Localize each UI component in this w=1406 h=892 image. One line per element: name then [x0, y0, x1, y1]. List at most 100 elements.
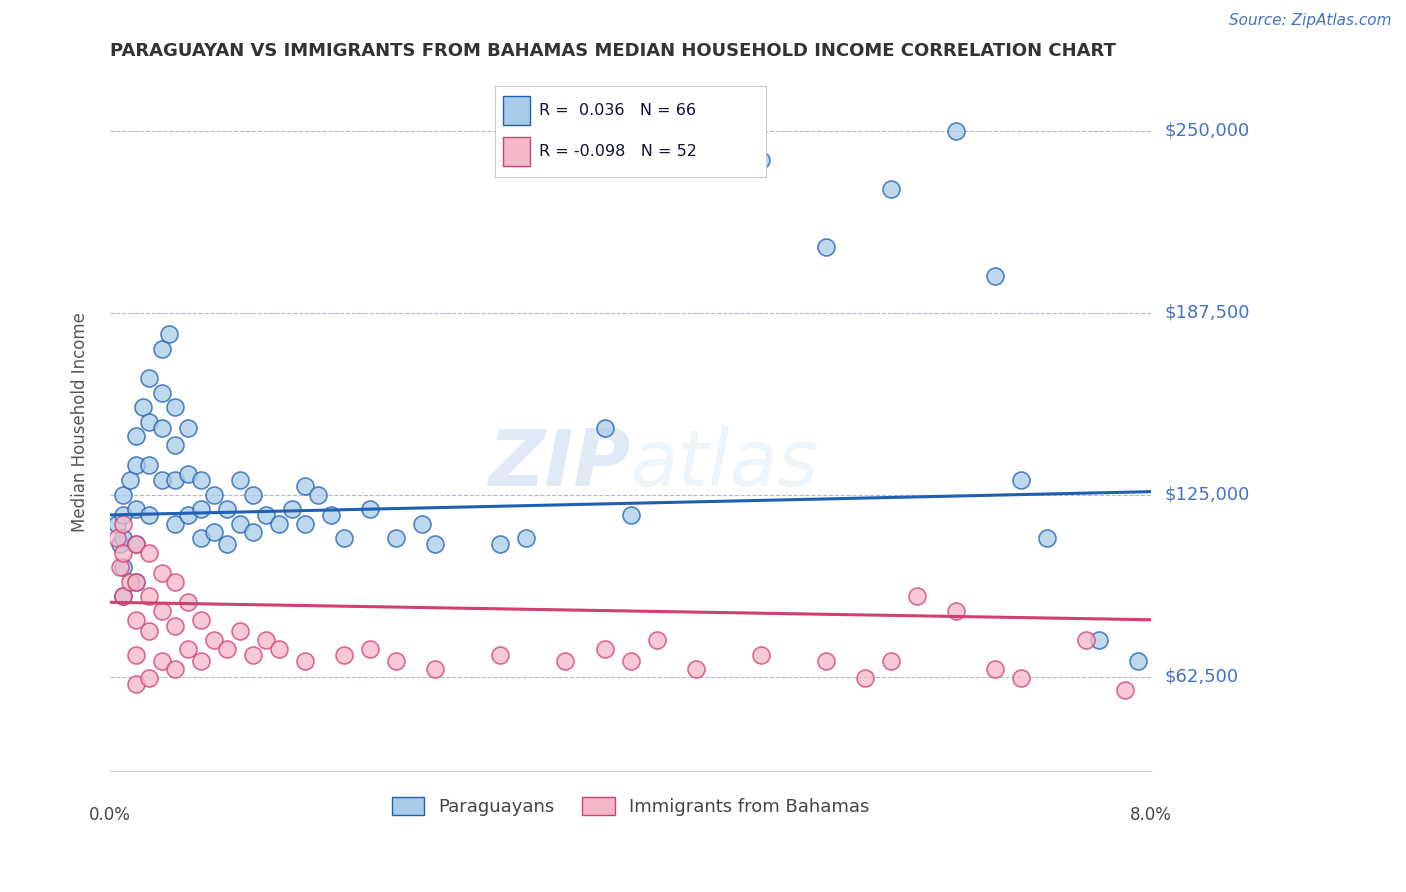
Point	[105, 516, 128, 531]
Point	[138, 546, 160, 560]
Point	[112, 487, 135, 501]
Point	[853, 671, 876, 685]
Point	[321, 508, 343, 522]
Point	[110, 537, 132, 551]
Point	[749, 648, 772, 662]
Point	[1036, 531, 1059, 545]
Point	[150, 604, 173, 618]
Point	[294, 653, 316, 667]
Point	[984, 269, 1007, 284]
Point	[945, 604, 967, 618]
Point	[177, 508, 200, 522]
Y-axis label: Median Household Income: Median Household Income	[72, 312, 89, 532]
Point	[307, 487, 329, 501]
Point	[165, 401, 187, 415]
Point	[177, 467, 200, 482]
Point	[202, 633, 225, 648]
Point	[1088, 633, 1111, 648]
Point	[112, 546, 135, 560]
Point	[165, 516, 187, 531]
Point	[385, 531, 408, 545]
Point	[749, 153, 772, 167]
Point	[229, 624, 252, 639]
Point	[814, 653, 837, 667]
Point	[984, 662, 1007, 676]
Point	[165, 574, 187, 589]
Point	[112, 508, 135, 522]
Point	[177, 420, 200, 434]
Point	[333, 648, 356, 662]
Point	[254, 508, 277, 522]
Text: 8.0%: 8.0%	[1130, 806, 1173, 824]
Point	[125, 537, 148, 551]
Point	[112, 516, 135, 531]
Point	[125, 648, 148, 662]
Point	[150, 653, 173, 667]
Point	[217, 641, 239, 656]
Point	[425, 537, 447, 551]
Point	[125, 574, 148, 589]
Point	[190, 653, 212, 667]
Text: $250,000: $250,000	[1166, 121, 1250, 140]
Point	[138, 415, 160, 429]
Point	[190, 502, 212, 516]
Point	[131, 401, 153, 415]
Legend: Paraguayans, Immigrants from Bahamas: Paraguayans, Immigrants from Bahamas	[387, 792, 875, 822]
Point	[125, 458, 148, 473]
Point	[138, 508, 160, 522]
Point	[150, 385, 173, 400]
Point	[1114, 682, 1136, 697]
Point	[945, 123, 967, 137]
Point	[138, 371, 160, 385]
Point	[359, 641, 381, 656]
Point	[814, 240, 837, 254]
Point	[125, 613, 148, 627]
Point	[118, 574, 141, 589]
Point	[217, 502, 239, 516]
Point	[489, 537, 512, 551]
Point	[217, 537, 239, 551]
Point	[880, 182, 903, 196]
Point	[1126, 653, 1149, 667]
Point	[619, 653, 641, 667]
Point	[593, 641, 616, 656]
Point	[125, 574, 148, 589]
Text: atlas: atlas	[630, 425, 818, 501]
Point	[165, 662, 187, 676]
Point	[269, 641, 291, 656]
Point	[177, 595, 200, 609]
Point	[105, 531, 128, 545]
Point	[118, 473, 141, 487]
Point	[229, 473, 252, 487]
Point	[165, 618, 187, 632]
Text: Source: ZipAtlas.com: Source: ZipAtlas.com	[1229, 13, 1392, 29]
Point	[110, 560, 132, 574]
Point	[150, 420, 173, 434]
Point	[157, 327, 180, 342]
Point	[150, 473, 173, 487]
Text: $125,000: $125,000	[1166, 485, 1250, 504]
Point	[190, 531, 212, 545]
Point	[125, 429, 148, 443]
Point	[905, 590, 928, 604]
Point	[1010, 671, 1032, 685]
Point	[112, 590, 135, 604]
Point	[125, 537, 148, 551]
Point	[619, 508, 641, 522]
Point	[411, 516, 433, 531]
Point	[269, 516, 291, 531]
Point	[645, 633, 668, 648]
Text: $62,500: $62,500	[1166, 667, 1239, 686]
Point	[294, 516, 316, 531]
Point	[425, 662, 447, 676]
Point	[112, 560, 135, 574]
Point	[190, 473, 212, 487]
Point	[165, 473, 187, 487]
Point	[554, 653, 576, 667]
Point	[138, 590, 160, 604]
Text: ZIP: ZIP	[488, 425, 630, 501]
Point	[112, 531, 135, 545]
Point	[281, 502, 304, 516]
Point	[1010, 473, 1032, 487]
Text: PARAGUAYAN VS IMMIGRANTS FROM BAHAMAS MEDIAN HOUSEHOLD INCOME CORRELATION CHART: PARAGUAYAN VS IMMIGRANTS FROM BAHAMAS ME…	[110, 42, 1116, 60]
